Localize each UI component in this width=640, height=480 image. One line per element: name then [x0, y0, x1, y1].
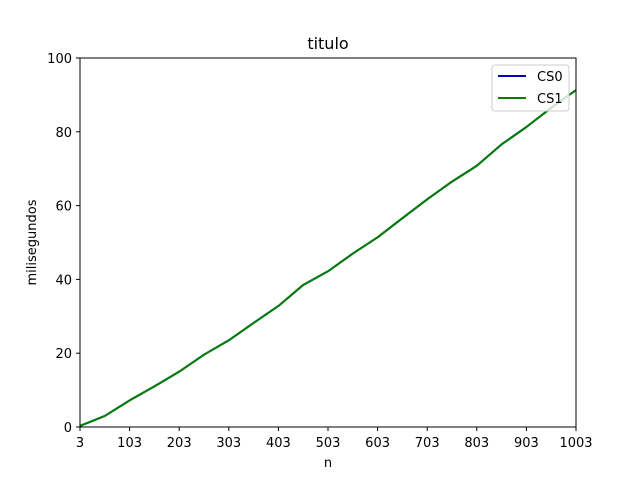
- y-tick-label: 20: [55, 347, 72, 362]
- legend-label-cs1: CS1: [537, 92, 563, 107]
- x-tick-label: 203: [167, 436, 192, 451]
- x-tick-label: 603: [365, 436, 390, 451]
- x-tick-label: 303: [216, 436, 241, 451]
- series-line-cs0: [79, 89, 577, 427]
- x-tick-label: 103: [117, 436, 142, 451]
- x-axis-label: n: [324, 456, 332, 471]
- x-tick-label: 803: [464, 436, 489, 451]
- y-tick-label: 100: [47, 52, 72, 67]
- x-tick-label: 403: [266, 436, 291, 451]
- y-tick-label: 80: [55, 126, 72, 141]
- y-axis-label: milisegundos: [25, 199, 40, 285]
- x-tick-label: 3: [76, 436, 84, 451]
- x-tick-label: 1003: [559, 436, 592, 451]
- y-axis: 0 20 40 60 80 100: [47, 52, 80, 436]
- series-layer: [79, 89, 577, 427]
- x-tick-label: 503: [316, 436, 341, 451]
- y-tick-label: 0: [64, 421, 72, 436]
- series-line-cs1: [79, 89, 577, 427]
- legend-label-cs0: CS0: [537, 70, 563, 85]
- x-tick-label: 703: [415, 436, 440, 451]
- y-tick-label: 40: [55, 273, 72, 288]
- chart-title: titulo: [307, 34, 348, 53]
- x-tick-label: 903: [514, 436, 539, 451]
- y-tick-label: 60: [55, 200, 72, 215]
- plot-frame: [79, 57, 577, 428]
- x-axis: 3 103 203 303 403 503 603 703 803 903 1003: [76, 427, 593, 451]
